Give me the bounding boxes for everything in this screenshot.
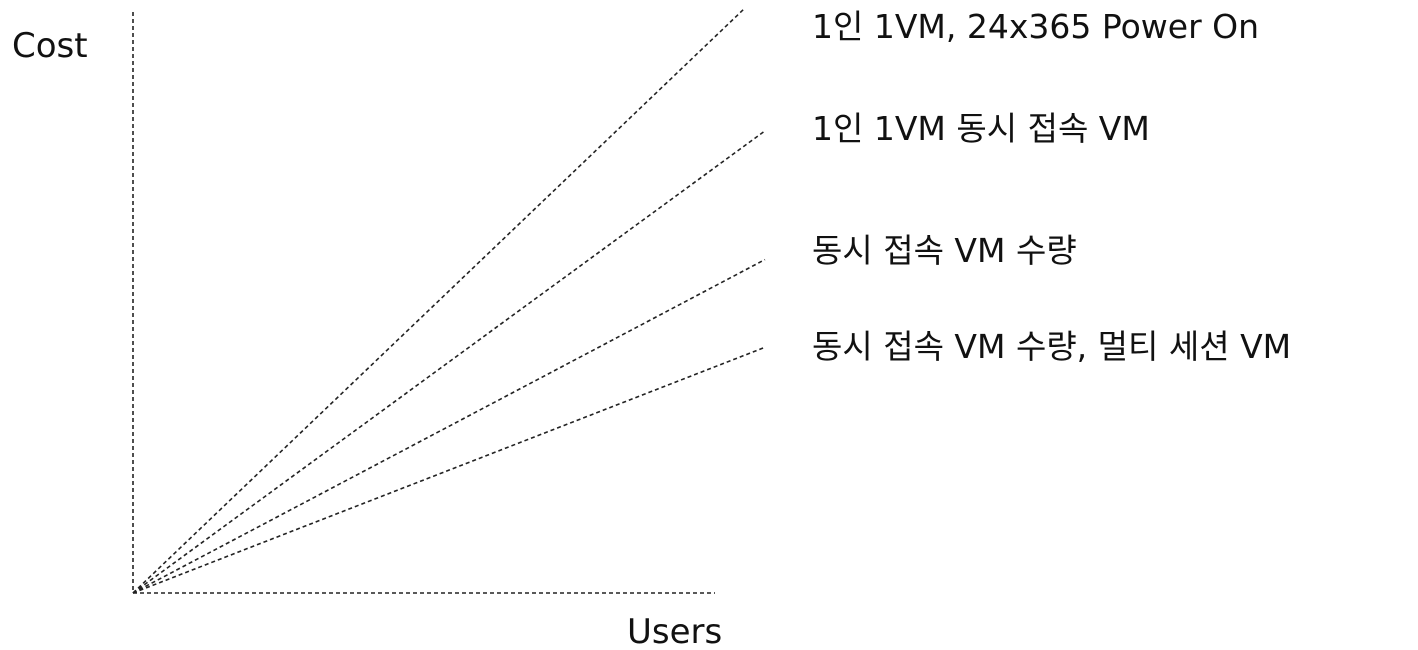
series-label-4: 동시 접속 VM 수량, 멀티 세션 VM [812,327,1291,366]
series-labels: 1인 1VM, 24x365 Power On 1인 1VM 동시 접속 VM 동시… [812,7,1291,366]
series-label-3: 동시 접속 VM 수량 [812,231,1077,270]
series-line-3 [132,258,766,594]
series-line-4 [132,346,766,594]
series-line-2 [132,130,766,594]
series-label-2: 1인 1VM 동시 접속 VM [812,109,1150,148]
series-label-1: 1인 1VM, 24x365 Power On [812,7,1259,46]
x-axis-title: Users [627,612,722,650]
y-axis-title: Cost [12,26,88,66]
series-group [132,7,766,594]
axes: Cost Users [12,12,722,650]
series-line-1 [132,7,746,594]
